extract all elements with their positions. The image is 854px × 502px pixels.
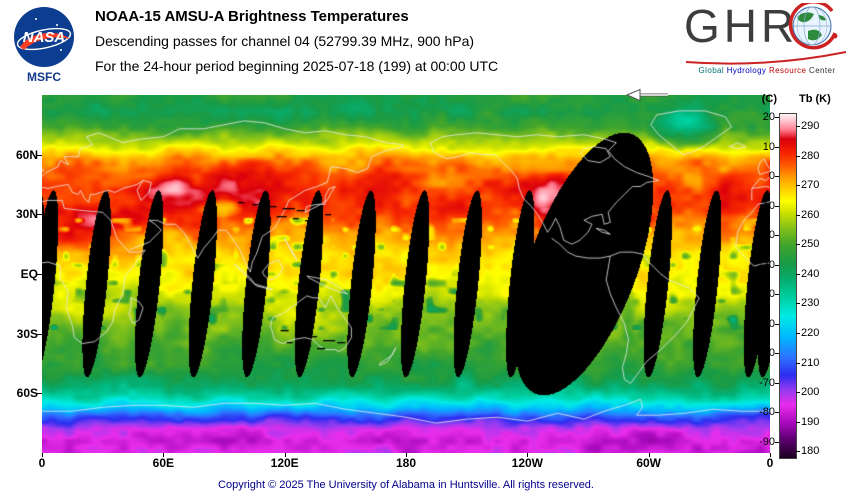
celsius-tick--20: -20 <box>759 229 775 242</box>
kelvin-tick-240: 240 <box>801 267 820 280</box>
kelvin-tick-180: 180 <box>801 445 820 458</box>
celsius-tickmark <box>775 294 779 296</box>
celsius-tick--70: -70 <box>759 376 775 389</box>
celsius-tickmark <box>775 116 779 118</box>
colorbar-gradient <box>779 113 797 459</box>
kelvin-tick-190: 190 <box>801 415 820 428</box>
colorbar-area: (C) Tb (K) 290 280 270 260 250 240 230 220 210 20… <box>736 90 854 470</box>
kelvin-tickmark <box>796 392 800 394</box>
lat-label-30n: 30N <box>15 207 38 222</box>
map-area <box>42 88 770 453</box>
kelvin-tick-260: 260 <box>801 208 820 221</box>
lon-label-120w: 120W <box>511 456 543 470</box>
celsius-tickmark <box>775 146 779 148</box>
kelvin-tick-220: 220 <box>801 326 820 339</box>
lat-label-60s: 60S <box>16 386 38 401</box>
celsius-tick--10: -10 <box>759 199 775 212</box>
colorbar-unit-kelvin: Tb (K) <box>799 93 831 105</box>
lon-tick <box>527 453 529 457</box>
lon-tick <box>406 453 407 457</box>
kelvin-tickmark <box>796 214 800 216</box>
lon-label-180: 180 <box>395 456 417 470</box>
lon-tick <box>284 453 286 457</box>
kelvin-tickmark <box>796 126 800 128</box>
kelvin-tickmark <box>796 362 800 364</box>
celsius-tickmark <box>775 205 779 207</box>
nasa-insignia-icon: NASA <box>14 7 74 67</box>
ghrc-swoosh-icon <box>685 51 847 65</box>
lat-label-30s: 30S <box>16 326 38 341</box>
nasa-wordmark: NASA <box>23 29 66 46</box>
page-title: NOAA-15 AMSU-A Brightness Temperatures <box>95 8 409 25</box>
celsius-tickmark <box>775 235 779 237</box>
copyright-text: Copyright © 2025 The University of Alaba… <box>218 479 594 491</box>
colorbar-ticks: 290 280 270 260 250 240 230 220 210 200 190 180 20 10… <box>736 90 854 470</box>
ghrc-logo: GHR Global Hydrology Resource Center <box>684 2 852 88</box>
kelvin-tickmark <box>796 185 800 187</box>
celsius-tick--50: -50 <box>759 317 775 330</box>
celsius-tickmark <box>775 323 779 325</box>
kelvin-tickmark <box>796 244 800 246</box>
colorbar-unit-celsius: (C) <box>761 93 777 105</box>
celsius-tickmark <box>775 412 779 414</box>
lat-label-60n: 60N <box>15 147 38 162</box>
tagline-word-center: Center <box>809 66 836 75</box>
ghrc-tagline: Global Hydrology Resource Center <box>684 66 850 75</box>
celsius-tick--30: -30 <box>759 258 775 271</box>
kelvin-tick-280: 280 <box>801 149 820 162</box>
kelvin-tick-270: 270 <box>801 179 820 192</box>
brightness-temperature-map-canvas <box>42 95 770 453</box>
celsius-tick--90: -90 <box>759 435 775 448</box>
kelvin-tickmark <box>796 451 800 453</box>
kelvin-tickmark <box>796 421 800 423</box>
kelvin-tick-230: 230 <box>801 297 820 310</box>
celsius-tickmark <box>775 382 779 384</box>
kelvin-tick-200: 200 <box>801 386 820 399</box>
msfc-label: MSFC <box>27 70 61 84</box>
celsius-tick-10: 10 <box>762 140 775 153</box>
celsius-tickmark <box>775 353 779 355</box>
kelvin-tick-290: 290 <box>801 120 820 133</box>
celsius-tick-20: 20 <box>762 110 775 123</box>
lon-label-0: 0 <box>38 456 46 470</box>
celsius-tick--60: -60 <box>759 347 775 360</box>
orbit-start-arrow-icon <box>626 88 668 102</box>
tagline-word-hydrology: Hydrology <box>726 66 767 75</box>
celsius-tick--40: -40 <box>759 288 775 301</box>
lon-tick <box>42 453 43 457</box>
subtitle-channel: Descending passes for channel 04 (52799.… <box>95 33 475 49</box>
tagline-word-global: Global <box>698 66 725 75</box>
lon-label-60e: 60E <box>152 456 174 470</box>
lat-label-eq: EQ <box>20 267 38 281</box>
lon-tick <box>648 453 650 457</box>
lon-tick <box>163 453 165 457</box>
kelvin-tick-210: 210 <box>801 356 820 369</box>
celsius-tickmark <box>775 264 779 266</box>
kelvin-tick-250: 250 <box>801 238 820 251</box>
kelvin-tickmark <box>796 332 800 334</box>
lon-label-120e: 120E <box>270 456 299 470</box>
kelvin-tickmark <box>796 303 800 305</box>
tagline-word-resource: Resource <box>768 66 807 75</box>
lon-label-60w: 60W <box>636 456 661 470</box>
celsius-tickmark <box>775 176 779 178</box>
ghrc-wordmark: GHR <box>684 0 799 52</box>
kelvin-tickmark <box>796 273 800 275</box>
celsius-tick--80: -80 <box>759 406 775 419</box>
subtitle-period: For the 24-hour period beginning 2025-07… <box>95 58 499 74</box>
kelvin-tickmark <box>796 155 800 157</box>
celsius-tick-0: 0 <box>768 170 775 183</box>
ghrc-globe-icon <box>788 3 838 50</box>
celsius-tickmark <box>775 441 779 443</box>
